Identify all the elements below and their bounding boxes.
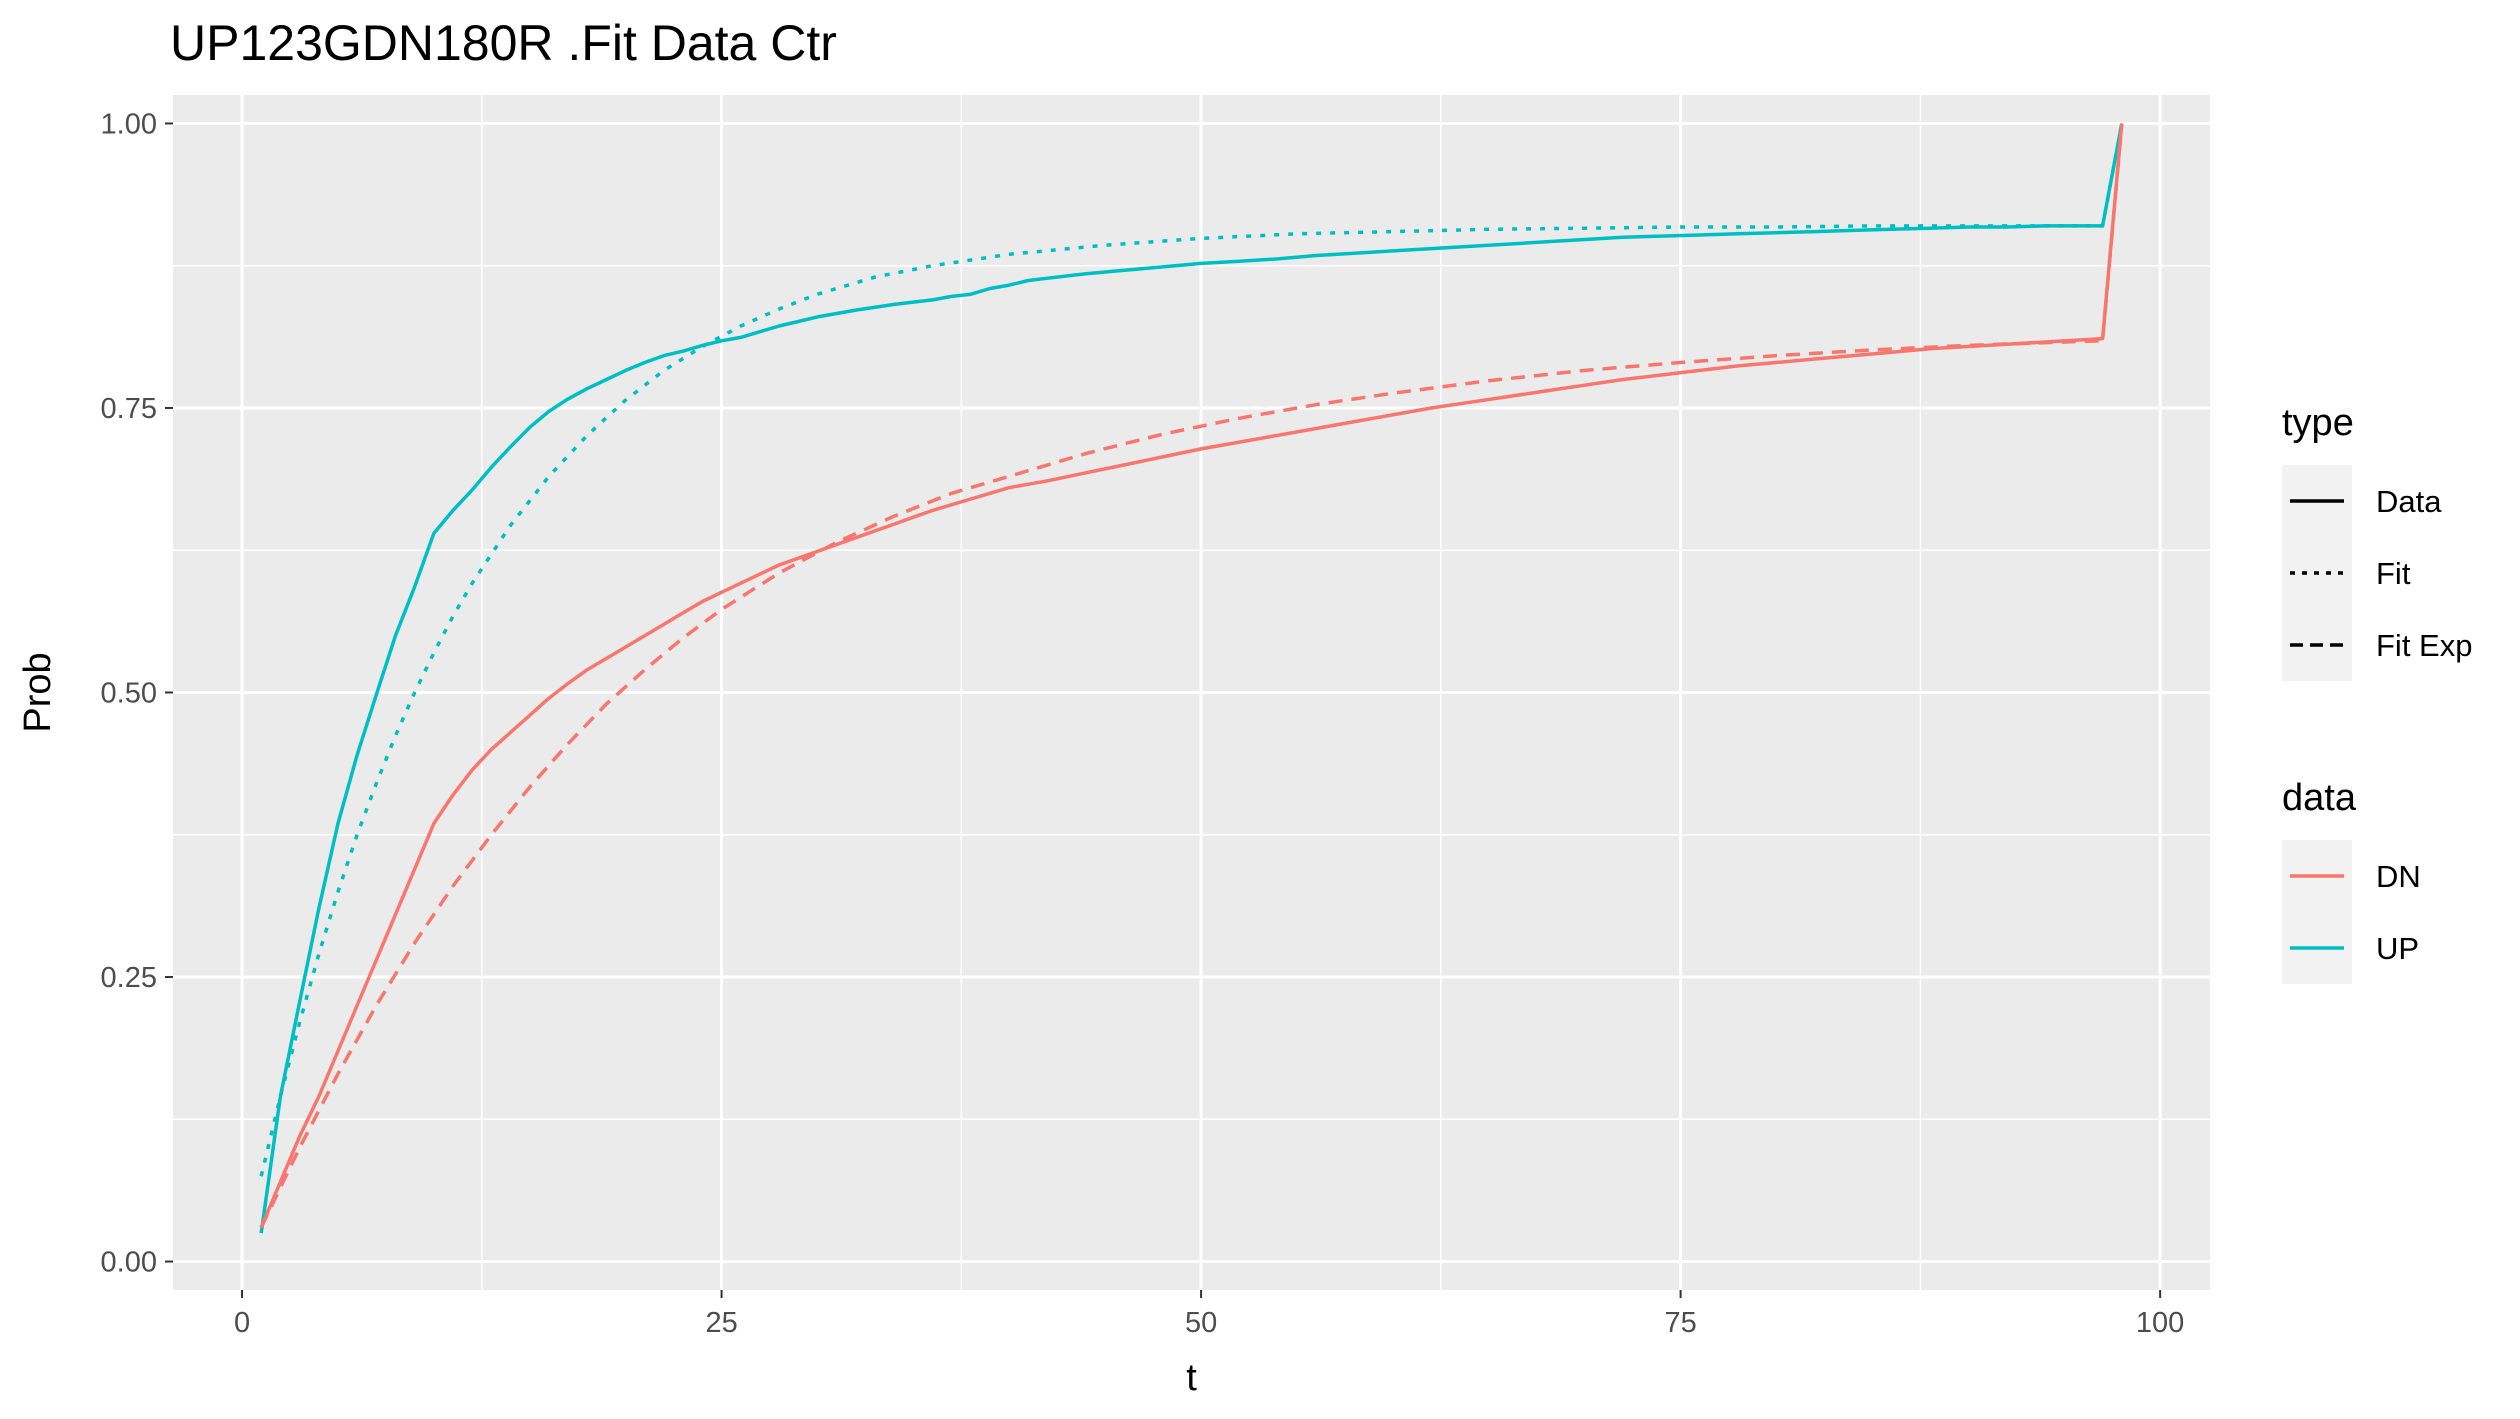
series-line-up-data (259, 123, 2124, 1234)
legend-label: UP (2376, 931, 2419, 966)
x-axis-title: t (1186, 1357, 1197, 1399)
x-tick-label: 25 (705, 1307, 737, 1339)
series-line-dn-data (259, 123, 2124, 1229)
x-tick-label: 50 (1185, 1307, 1217, 1339)
series-line-up-fit (259, 123, 2124, 1177)
x-tick-label: 75 (1664, 1307, 1696, 1339)
grid-major (173, 95, 2210, 1290)
legend-key-bg (2282, 840, 2352, 984)
x-tick-label: 0 (234, 1307, 250, 1339)
legend-label: DN (2376, 859, 2421, 894)
y-tick-label: 0.25 (101, 962, 157, 994)
legend-label: Fit Exp (2376, 628, 2472, 663)
y-axis-title: Prob (17, 652, 59, 732)
y-tick-label: 1.00 (101, 108, 157, 140)
y-axis: 0.00 0.25 0.50 0.75 1.00 (101, 108, 173, 1279)
x-axis: 0 25 50 75 100 (234, 1290, 2184, 1339)
legend-title-data: data (2282, 777, 2357, 819)
y-tick-label: 0.00 (101, 1247, 157, 1279)
y-tick-label: 0.50 (101, 678, 157, 710)
series-line-dn-fit-exp (259, 123, 2124, 1229)
legend-label: Fit (2376, 556, 2411, 591)
legend-title-type: type (2282, 402, 2354, 444)
legend: type Data Fit Fit Exp data DN UP (2282, 402, 2472, 984)
legend-label: Data (2376, 484, 2442, 519)
x-tick-label: 100 (2136, 1307, 2184, 1339)
series-layer (259, 123, 2124, 1234)
y-tick-label: 0.75 (101, 393, 157, 425)
chart-title: UP123GDN180R .Fit Data Ctr (170, 15, 837, 71)
